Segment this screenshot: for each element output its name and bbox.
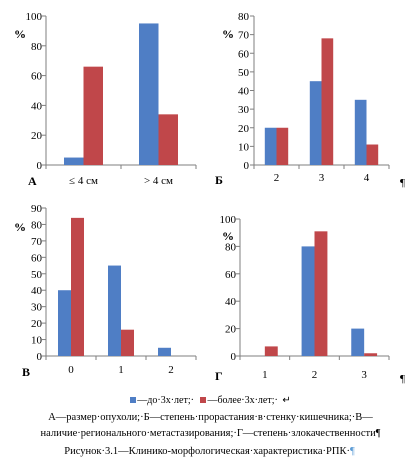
bar [364,353,378,356]
chart-b: 0 10 20 30 40 50 60 70 80 2 3 4% Б ¶ [215,11,405,189]
panel-label: Б [215,173,223,187]
bar [158,347,171,356]
y-tick-label: 40 [225,296,237,308]
chart-v: 0 10 20 30 40 50 60 70 80 90 0 1 2% В [14,203,197,379]
y-tick-label: 30 [238,104,250,116]
y-tick-label: 70 [31,236,43,248]
legend: —до·3х·лет;· —более·3х·лет;· ↵ [0,395,419,406]
bar [276,127,289,165]
y-tick-label: 20 [238,123,250,135]
y-tick-label: 20 [225,324,237,336]
legend-item-series1: —до·3х·лет;· [130,395,194,406]
y-unit-label: % [14,220,26,234]
x-tick-label: 0 [68,364,74,376]
bar [321,38,334,165]
y-tick-label: 30 [31,302,43,314]
bar [309,81,322,165]
y-tick-label: 80 [31,219,43,231]
legend-label-series1: —до·3х·лет;· [137,395,194,406]
y-tick-label: 80 [31,41,43,53]
y-tick-label: 80 [225,241,237,253]
panel-label: А [28,174,37,188]
bar [314,231,328,356]
y-tick-label: 80 [238,11,250,23]
paragraph-mark: ¶ [400,373,405,385]
x-tick-label: 3 [361,369,367,381]
x-tick-label: 2 [274,172,280,184]
chart-a: 0 20 40 60 80 100 ≤ 4 см > 4 см% А [14,11,197,188]
bar [83,66,103,165]
x-tick-label: 1 [118,364,124,376]
y-unit-label: % [14,27,26,41]
y-tick-label: 40 [31,285,43,297]
chart-g: 0 20 40 60 80 100 1 2 3% Г ¶ [215,214,405,385]
legend-swatch-series1 [130,397,137,404]
x-tick-label: 2 [312,369,318,381]
y-tick-label: 50 [31,269,43,281]
y-tick-label: 10 [31,335,43,347]
legend-swatch-series2 [200,397,207,404]
y-tick-label: 20 [31,318,43,330]
y-tick-label: 0 [231,351,237,363]
y-tick-label: 0 [37,160,43,172]
y-tick-label: 40 [31,100,43,112]
bar [158,114,178,165]
bar [71,217,84,356]
bar [264,127,277,165]
y-tick-label: 60 [31,252,43,264]
y-tick-label: 60 [238,48,250,60]
bar [301,246,315,356]
y-tick-label: 0 [37,351,43,363]
bar [354,99,367,165]
legend-item-series2: —более·3х·лет;· [200,395,278,406]
x-tick-label: 1 [262,369,268,381]
y-unit-label: % [222,229,234,243]
bar [121,329,134,356]
bar [108,265,121,356]
figure-caption: Рисунок·3.1—Клинико-морфологическая·хара… [0,446,419,457]
x-tick-label: 2 [168,364,174,376]
panel-label: Г [215,369,223,383]
figure-caption-text: Рисунок·3.1—Клинико-морфологическая·хара… [64,446,350,457]
bar [351,328,365,356]
y-tick-label: 70 [238,30,250,42]
x-tick-label: 4 [364,172,370,184]
paragraph-mark: ¶ [400,177,405,189]
y-tick-label: 0 [244,160,250,172]
figure-description: А—размер·опухоли;·Б—степень·прорастания·… [40,412,381,439]
bar [58,290,71,356]
bar [64,157,84,165]
x-tick-label: > 4 см [144,175,173,187]
bar [264,346,278,356]
y-tick-label: 60 [31,71,43,83]
x-tick-label: ≤ 4 см [69,175,98,187]
y-tick-label: 100 [26,11,43,23]
y-tick-label: 90 [31,203,43,215]
y-tick-label: 10 [238,141,250,153]
x-tick-label: 3 [319,172,325,184]
bar [366,144,379,165]
bar [139,23,159,166]
y-tick-label: 100 [220,214,237,226]
y-tick-label: 40 [238,86,250,98]
panel-label: В [22,365,30,379]
legend-label-series2: —более·3х·лет;· [207,395,278,406]
y-tick-label: 20 [31,130,43,142]
y-tick-label: 60 [225,269,237,281]
y-tick-label: 50 [238,67,250,79]
y-unit-label: % [222,27,234,41]
legend-tail-mark: ↵ [282,395,291,406]
caption-end-mark: ¶ [349,446,355,457]
